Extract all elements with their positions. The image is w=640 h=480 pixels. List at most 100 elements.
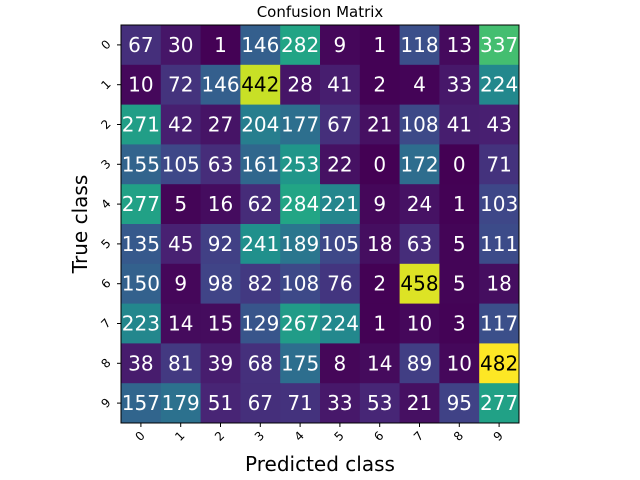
x-axis-label: Predicted class [245, 452, 395, 476]
y-tick-label: 1 [98, 77, 113, 92]
cell-value-label: 108 [400, 113, 438, 137]
heatmap-cell [359, 263, 401, 305]
heatmap-cell [121, 184, 162, 225]
cell-value-label: 5 [453, 272, 466, 296]
cell-value-label: 72 [168, 73, 193, 97]
cell-value-label: 9 [373, 192, 386, 216]
heatmap-cell [200, 343, 241, 384]
heatmap-cell [280, 184, 321, 225]
heatmap-cell [121, 303, 162, 344]
heatmap-cell [200, 383, 241, 424]
cell-value-label: 41 [447, 113, 472, 137]
heatmap-cell [320, 224, 361, 265]
cell-value-label: 223 [122, 312, 160, 336]
heatmap-cell [439, 64, 480, 106]
heatmap-cell [160, 144, 202, 185]
x-tick-label: 8 [451, 429, 466, 444]
cell-value-label: 172 [400, 152, 438, 176]
cell-value-label: 189 [281, 232, 319, 256]
heatmap-cell [160, 383, 202, 424]
heatmap-cell [479, 263, 520, 305]
x-tick-label: 5 [331, 429, 346, 444]
cell-value-label: 21 [407, 391, 432, 415]
cell-value-label: 21 [367, 113, 392, 137]
heatmap-cell [439, 25, 480, 66]
cell-value-label: 33 [447, 73, 472, 97]
heatmap-cell [359, 343, 401, 384]
heatmap-cell [479, 303, 520, 344]
heatmap-cell [359, 25, 401, 66]
cell-value-label: 224 [480, 73, 518, 97]
heatmap-cell [280, 64, 321, 106]
cell-value-label: 92 [208, 232, 233, 256]
heatmap-cell [359, 104, 401, 145]
cell-value-label: 103 [480, 192, 518, 216]
cell-value-label: 53 [367, 391, 392, 415]
cell-value-label: 3 [453, 312, 466, 336]
heatmap-cell [399, 144, 440, 185]
heatmap-cell [280, 224, 321, 265]
cell-value-label: 28 [287, 73, 312, 97]
heatmap-cell [320, 25, 361, 66]
heatmap-cell [200, 224, 241, 265]
cell-value-label: 27 [208, 113, 233, 137]
heatmap-cell [280, 25, 321, 66]
heatmap-cell [200, 25, 241, 66]
cell-value-label: 98 [208, 272, 233, 296]
cell-value-label: 105 [162, 152, 200, 176]
cell-value-label: 161 [241, 152, 279, 176]
cell-value-label: 89 [407, 351, 432, 375]
heatmap-cell [240, 64, 281, 106]
heatmap-cell [240, 343, 281, 384]
cell-value-label: 277 [480, 391, 518, 415]
y-tick-label: 6 [98, 276, 113, 291]
heatmap-cell [439, 343, 480, 384]
y-tick-label: 9 [98, 395, 113, 410]
heatmap-cell [359, 64, 401, 106]
x-tick-label: 6 [371, 429, 386, 444]
heatmap-cell [240, 25, 281, 66]
cell-value-label: 442 [241, 73, 279, 97]
heatmap-cell [200, 263, 241, 305]
cell-value-label: 95 [447, 391, 472, 415]
heatmap-cell [240, 224, 281, 265]
heatmap-cell [121, 343, 162, 384]
cell-value-label: 5 [453, 232, 466, 256]
heatmap-cell [479, 64, 520, 106]
heatmap-cell [121, 104, 162, 145]
x-tick-label: 3 [252, 429, 267, 444]
heatmap-cell [280, 263, 321, 305]
heatmap-cell [359, 224, 401, 265]
cell-value-label: 105 [321, 232, 359, 256]
x-tick-label: 0 [132, 429, 147, 444]
cell-value-label: 282 [281, 33, 319, 57]
cell-value-label: 157 [122, 391, 160, 415]
cell-value-label: 63 [407, 232, 432, 256]
heatmap-cell [121, 224, 162, 265]
heatmap-cell [439, 104, 480, 145]
heatmap-cell [320, 263, 361, 305]
cell-value-label: 271 [122, 113, 160, 137]
heatmap-cell [280, 144, 321, 185]
heatmap-cell [240, 263, 281, 305]
heatmap-cell [479, 184, 520, 225]
y-tick-label: 0 [98, 37, 113, 52]
cell-value-label: 118 [400, 33, 438, 57]
heatmap-cell [359, 144, 401, 185]
chart-title: Confusion Matrix [257, 3, 384, 21]
cell-value-label: 5 [174, 192, 187, 216]
heatmap-cell [200, 104, 241, 145]
cell-value-label: 2 [373, 73, 386, 97]
heatmap-cell [160, 184, 202, 225]
x-tick-label: 2 [212, 429, 227, 444]
heatmap-cell [200, 64, 241, 106]
cell-value-label: 4 [413, 73, 426, 97]
heatmap-cell [160, 25, 202, 66]
cell-value-label: 42 [168, 113, 193, 137]
cell-value-label: 22 [327, 152, 352, 176]
x-tick-label: 4 [292, 429, 307, 444]
heatmap-cell [320, 184, 361, 225]
cell-value-label: 8 [334, 351, 347, 375]
